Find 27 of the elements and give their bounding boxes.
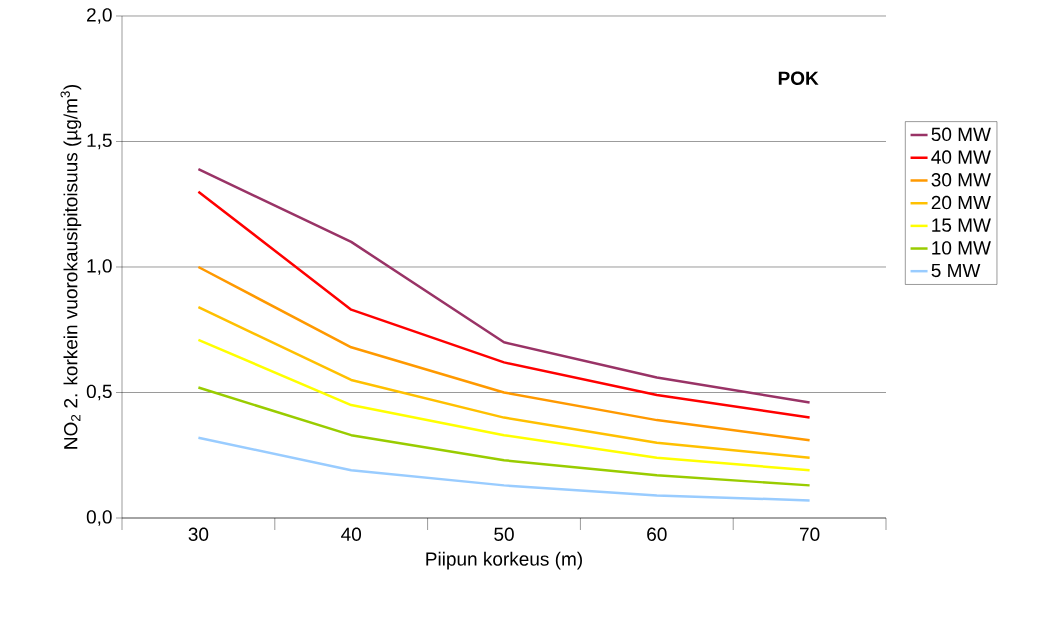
line-series	[197, 436, 811, 502]
x-tick-label: 50	[494, 527, 514, 541]
legend-label: 40 MW	[931, 150, 991, 164]
x-tick-label: 40	[341, 527, 362, 541]
annotation: POK	[778, 71, 819, 85]
legend-label: 20 MW	[931, 195, 991, 210]
line-series	[197, 265, 811, 442]
y-tick-label: 2,0	[87, 8, 112, 24]
x-tick-label: 70	[800, 527, 820, 541]
line-series	[197, 190, 811, 419]
y-tick-label: 1,5	[87, 133, 112, 150]
line-series	[197, 305, 811, 460]
y-axis-title: NO$_{2}$ 2. korkein vuorokausipitoisuus (µg/m$^{3}$)	[60, 84, 82, 449]
line-series	[197, 338, 811, 472]
legend-label: 15 MW	[932, 218, 991, 232]
y-tick-label: 0,5	[86, 384, 112, 401]
line-series	[197, 386, 811, 487]
legend-label: 5 MW	[931, 263, 981, 278]
y-tick-label: 0,0	[86, 510, 112, 526]
x-tick-label: 60	[647, 527, 667, 541]
y-tick-label: 1,0	[87, 259, 112, 275]
line-series	[197, 167, 811, 404]
legend-label: 50 MW	[931, 127, 991, 142]
x-tick-label: 30	[188, 527, 209, 541]
legend-label: 10 MW	[932, 241, 991, 255]
x-axis-title: Piipun korkeus (m)	[426, 551, 582, 570]
legend-label: 30 MW	[931, 173, 991, 187]
